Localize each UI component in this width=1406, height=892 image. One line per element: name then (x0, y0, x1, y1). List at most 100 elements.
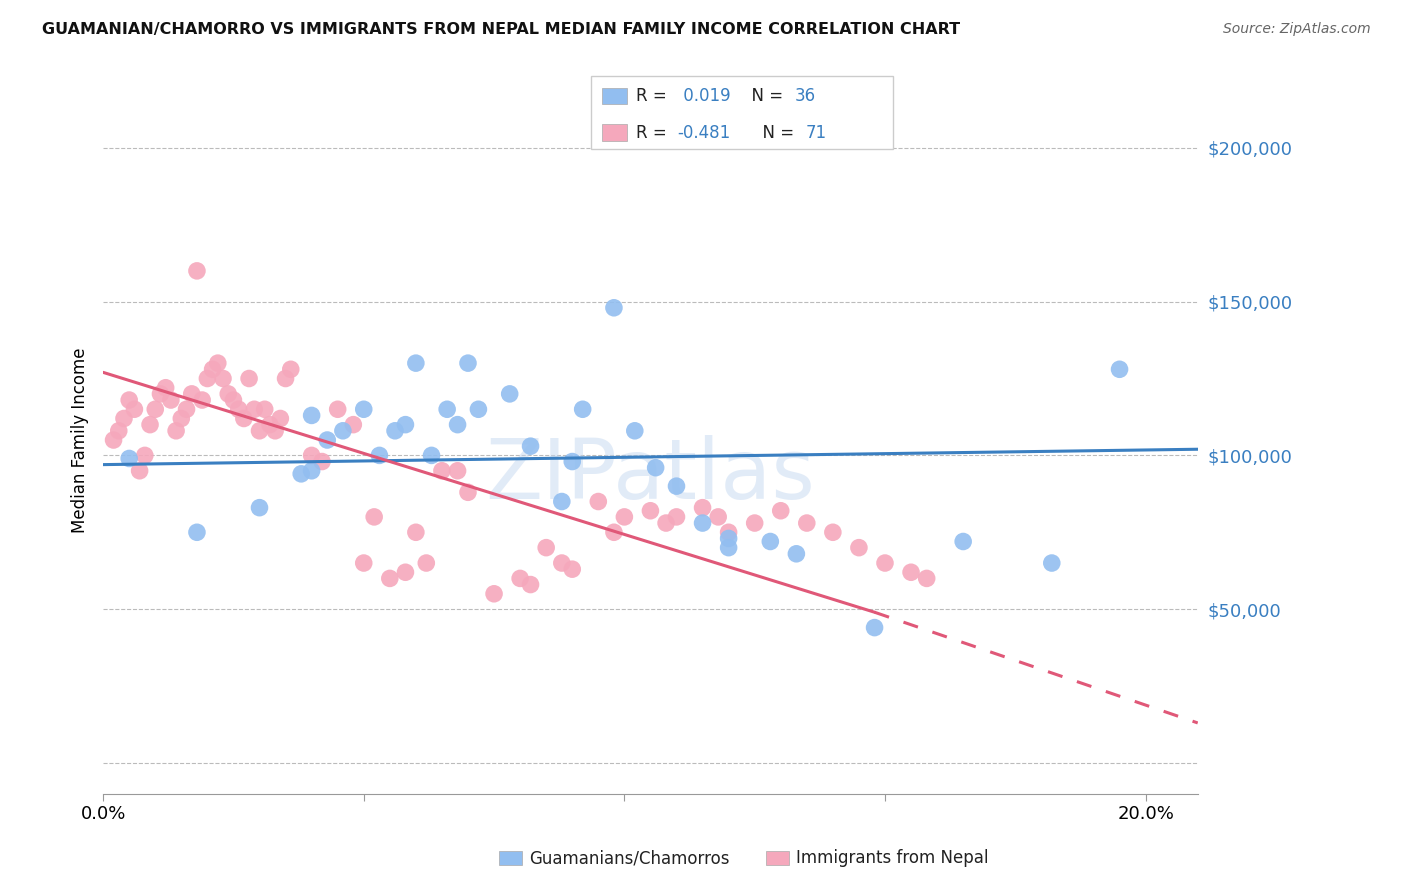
Text: Immigrants from Nepal: Immigrants from Nepal (796, 849, 988, 867)
Point (603, 301, 626, 315)
Point (534, 541, 557, 555)
Point (1040, 556, 1063, 570)
Point (561, 562, 583, 576)
Point (290, 467, 312, 481)
Point (952, 534, 974, 549)
Point (482, 587, 505, 601)
Point (176, 402, 198, 417)
Point (155, 381, 177, 395)
Point (551, 556, 574, 570)
Point (207, 356, 229, 370)
Point (301, 449, 323, 463)
Point (744, 516, 766, 530)
Point (274, 371, 297, 385)
Point (420, 449, 443, 463)
Point (332, 424, 354, 438)
Point (249, 424, 271, 438)
Point (623, 424, 645, 438)
Point (519, 439, 541, 453)
Point (821, 525, 844, 540)
Point (613, 509, 636, 524)
Point (353, 556, 375, 570)
Text: 71: 71 (806, 123, 827, 142)
Point (405, 356, 427, 370)
Point (280, 362, 302, 376)
Point (900, 566, 922, 580)
Point (551, 494, 574, 508)
Point (436, 402, 458, 417)
Text: 0.019: 0.019 (678, 87, 730, 105)
Point (269, 411, 291, 425)
Point (415, 556, 437, 570)
Point (124, 402, 146, 417)
Point (316, 433, 339, 447)
Text: -0.481: -0.481 (678, 123, 731, 142)
Point (232, 411, 254, 425)
Point (222, 392, 245, 407)
Point (118, 392, 141, 407)
Point (353, 402, 375, 417)
Point (326, 402, 349, 417)
Point (394, 417, 416, 432)
Point (405, 525, 427, 540)
Point (201, 362, 224, 376)
Point (301, 409, 323, 423)
Point (249, 500, 271, 515)
Point (259, 417, 281, 432)
Text: N =: N = (741, 87, 789, 105)
Point (665, 509, 688, 524)
Point (665, 479, 688, 493)
Point (588, 494, 610, 508)
Text: GUAMANIAN/CHAMORRO VS IMMIGRANTS FROM NEPAL MEDIAN FAMILY INCOME CORRELATION CHA: GUAMANIAN/CHAMORRO VS IMMIGRANTS FROM NE… (42, 22, 960, 37)
Point (848, 541, 870, 555)
Point (103, 433, 125, 447)
Point (717, 541, 740, 555)
Point (769, 504, 792, 518)
Point (446, 464, 468, 478)
Point (692, 516, 714, 530)
Point (112, 411, 135, 425)
Point (363, 509, 385, 524)
Point (873, 556, 896, 570)
Text: Guamanians/Chamorros: Guamanians/Chamorros (529, 849, 730, 867)
Point (717, 532, 740, 546)
Point (561, 454, 583, 468)
Point (139, 417, 162, 432)
Point (1108, 362, 1130, 376)
Point (170, 411, 193, 425)
Point (457, 356, 479, 370)
Point (342, 417, 364, 432)
Point (915, 571, 938, 585)
Text: ZIPatlas: ZIPatlas (485, 435, 815, 516)
Point (180, 387, 202, 401)
Point (191, 392, 214, 407)
Text: N =: N = (752, 123, 800, 142)
Point (149, 387, 172, 401)
Point (186, 525, 208, 540)
Point (640, 504, 662, 518)
Point (785, 547, 807, 561)
Point (509, 571, 531, 585)
Point (118, 451, 141, 466)
Point (264, 424, 287, 438)
Point (796, 516, 818, 530)
Point (378, 571, 401, 585)
Point (394, 566, 416, 580)
Point (160, 392, 183, 407)
Point (430, 464, 453, 478)
Point (384, 424, 406, 438)
Point (759, 534, 782, 549)
Y-axis label: Median Family Income: Median Family Income (72, 347, 89, 533)
Text: R =: R = (636, 123, 672, 142)
Text: Source: ZipAtlas.com: Source: ZipAtlas.com (1223, 22, 1371, 37)
Point (143, 402, 166, 417)
Point (863, 621, 886, 635)
Point (311, 454, 333, 468)
Point (253, 402, 276, 417)
Point (228, 402, 250, 417)
Point (446, 417, 468, 432)
Point (301, 464, 323, 478)
Point (195, 371, 218, 385)
Point (499, 387, 522, 401)
Point (368, 449, 391, 463)
